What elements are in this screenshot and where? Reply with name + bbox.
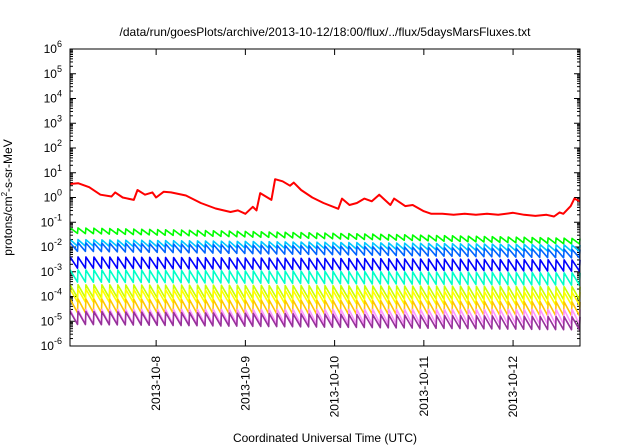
y-tick-label: 10-5 <box>41 311 62 328</box>
y-axis-label-sup: 2 <box>0 191 9 196</box>
series-line-3 <box>69 241 581 259</box>
y-tick-label: 10-1 <box>41 212 62 229</box>
y-tick-label: 106 <box>44 39 62 56</box>
x-tick-label: 2013-10-10 <box>328 356 342 418</box>
y-tick-label: 105 <box>44 64 62 81</box>
y-axis-label: protons/cm2-s-sr-MeV <box>0 139 15 255</box>
y-tick-label: 10-6 <box>41 336 62 353</box>
y-tick-label: 101 <box>44 163 62 180</box>
x-tick-label: 2013-10-8 <box>149 356 163 411</box>
y-tick-label: 102 <box>44 138 62 155</box>
series-line-0 <box>69 178 581 218</box>
plot-frame <box>69 48 581 347</box>
y-tick-label: 103 <box>44 113 62 130</box>
y-tick-label: 10-3 <box>41 262 62 279</box>
y-tick-label: 10-4 <box>41 287 62 304</box>
y-tick-label: 104 <box>44 89 62 106</box>
x-axis-label: Coordinated Universal Time (UTC) <box>233 431 417 445</box>
x-tick-label: 2013-10-12 <box>506 356 520 418</box>
y-axis-label-rest: -s-sr-MeV <box>1 139 15 192</box>
series-group <box>69 178 581 331</box>
series-line-5 <box>69 269 581 286</box>
series-line-8 <box>69 298 581 317</box>
x-tick-label: 2013-10-9 <box>238 356 252 411</box>
y-axis-label-base: protons/cm <box>1 196 15 255</box>
y-tick-label: 10-2 <box>41 237 62 254</box>
chart-title: /data/run/goesPlots/archive/2013-10-12/1… <box>120 25 532 39</box>
series-line-1 <box>69 227 581 245</box>
y-tick-label: 100 <box>44 188 62 205</box>
x-tick-label: 2013-10-11 <box>417 356 431 417</box>
axes: 10-6 10-5 10-4 10-3 10-2 10-1 100 101 102 103 104 1… <box>41 39 580 417</box>
series-line-7 <box>69 288 581 306</box>
series-line-10 <box>69 310 581 331</box>
series-line-4 <box>69 256 581 272</box>
